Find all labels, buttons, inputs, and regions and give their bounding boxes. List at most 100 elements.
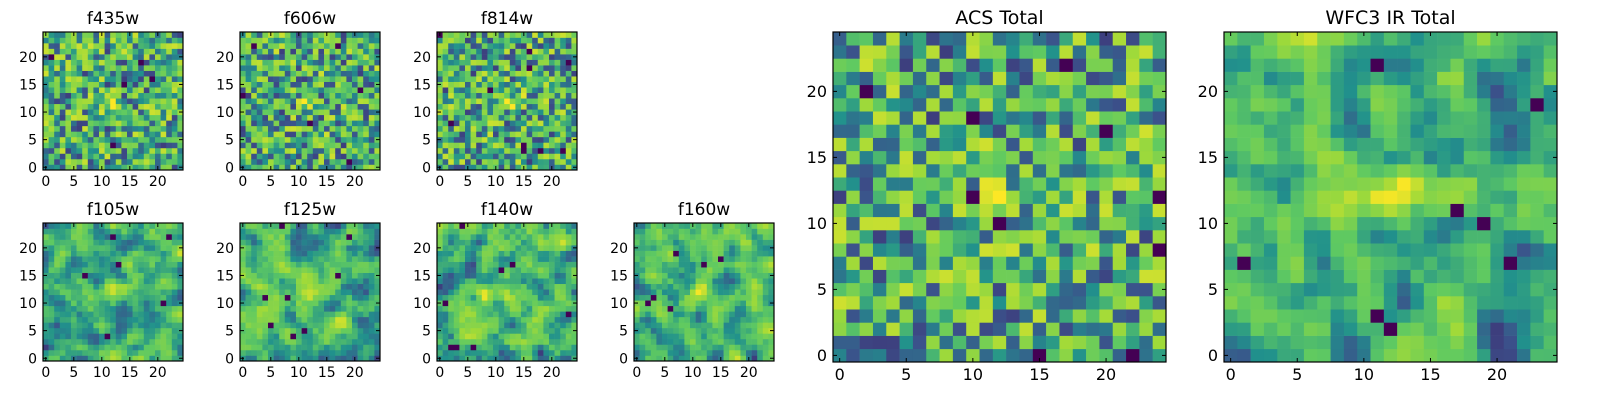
heatmap-cell — [48, 54, 55, 60]
heatmap-cell — [256, 311, 263, 318]
heatmap-cell — [312, 228, 319, 235]
heatmap-cell — [245, 344, 252, 351]
heatmap-cell — [706, 234, 713, 240]
heatmap-cell — [87, 109, 94, 116]
heatmap-cell — [76, 142, 83, 149]
heatmap-cell — [459, 87, 466, 94]
heatmap-cell — [656, 272, 663, 279]
heatmap-cell — [768, 283, 775, 290]
heatmap-cell — [1086, 177, 1100, 191]
heatmap-cell — [859, 216, 874, 231]
heatmap-cell — [498, 349, 505, 356]
heatmap-cell — [335, 103, 342, 110]
heatmap-cell — [104, 125, 111, 132]
heatmap-cell — [268, 98, 274, 105]
heatmap-cell — [509, 305, 516, 312]
heatmap-cell — [357, 300, 364, 307]
heatmap-cell — [476, 338, 483, 345]
heatmap-cell — [515, 228, 522, 235]
heatmap-cell — [132, 87, 139, 94]
heatmap-cell — [93, 131, 100, 138]
heatmap-cell — [465, 267, 471, 273]
heatmap-cell — [701, 234, 708, 240]
heatmap-cell — [143, 355, 150, 362]
heatmap-cell — [127, 256, 133, 262]
heatmap-cell — [459, 272, 466, 279]
heatmap-cell — [54, 278, 61, 285]
heatmap-cell — [560, 344, 567, 351]
heatmap-cell — [768, 278, 775, 285]
heatmap-cell — [515, 261, 522, 268]
heatmap-cell — [284, 338, 291, 345]
heatmap-cell — [859, 150, 874, 165]
heatmap-cell — [121, 234, 128, 240]
heatmap-cell — [284, 344, 291, 351]
heatmap-cell — [746, 316, 752, 323]
heatmap-cell — [290, 59, 297, 66]
heatmap-cell — [554, 70, 561, 77]
heatmap-cell — [549, 316, 555, 323]
heatmap-cell — [99, 261, 105, 268]
heatmap-cell — [639, 289, 646, 296]
heatmap-cell — [357, 256, 364, 262]
heatmap-cell — [296, 54, 302, 60]
heatmap-cell — [992, 190, 1007, 204]
heatmap-cell — [268, 114, 274, 121]
heatmap-cell — [99, 256, 105, 262]
heatmap-cell — [127, 311, 133, 318]
heatmap-cell — [99, 109, 105, 116]
heatmap-cell — [442, 223, 449, 229]
heatmap-cell — [684, 261, 691, 268]
heatmap-cell — [149, 316, 156, 323]
heatmap-cell — [132, 333, 139, 340]
heatmap-cell — [1032, 243, 1047, 257]
heatmap-cell — [352, 65, 358, 71]
heatmap-cell — [571, 349, 578, 356]
heatmap-cell — [256, 283, 263, 290]
heatmap-cell — [498, 283, 505, 290]
heatmap-cell — [104, 278, 111, 285]
heatmap-cell — [93, 120, 100, 127]
heatmap-cell — [324, 311, 330, 318]
heatmap-cell — [65, 234, 72, 240]
heatmap-cell — [132, 147, 139, 154]
heatmap-cell — [459, 70, 466, 77]
heatmap-cell — [448, 114, 455, 121]
heatmap-cell — [93, 54, 100, 60]
heatmap-cell — [346, 267, 353, 273]
heatmap-cell — [487, 120, 494, 127]
heatmap-cell — [442, 294, 449, 301]
heatmap-cell — [318, 37, 325, 44]
heatmap-cell — [99, 349, 105, 356]
heatmap-cell — [1099, 256, 1114, 270]
heatmap-cell — [65, 300, 72, 307]
heatmap-cell — [110, 87, 117, 94]
heatmap-cell — [301, 300, 308, 307]
heatmap-cell — [1006, 203, 1020, 218]
heatmap-cell — [132, 81, 139, 88]
heatmap-cell — [340, 131, 347, 138]
heatmap-cell — [1152, 296, 1167, 310]
heatmap-cell — [757, 355, 764, 362]
heatmap-cell — [504, 153, 511, 160]
heatmap-cell — [48, 70, 55, 77]
heatmap-cell — [939, 164, 954, 178]
heatmap-cell — [684, 316, 691, 323]
heatmap-cell — [115, 142, 122, 149]
heatmap-cell — [104, 344, 111, 351]
heatmap-cell — [318, 355, 325, 362]
heatmap-cell — [690, 256, 696, 262]
heatmap-cell — [565, 109, 572, 116]
heatmap-cell — [526, 234, 533, 240]
heatmap-cell — [718, 261, 724, 268]
heatmap-cell — [290, 344, 297, 351]
heatmap-cell — [110, 92, 117, 99]
heatmap-cell — [571, 338, 578, 345]
heatmap-cell — [939, 150, 954, 165]
heatmap-cell — [352, 59, 358, 66]
heatmap-cell — [324, 256, 330, 262]
heatmap-cell — [872, 203, 887, 218]
heatmap-cell — [1152, 335, 1167, 350]
heatmap-cell — [543, 103, 550, 110]
heatmap-cell — [251, 103, 258, 110]
